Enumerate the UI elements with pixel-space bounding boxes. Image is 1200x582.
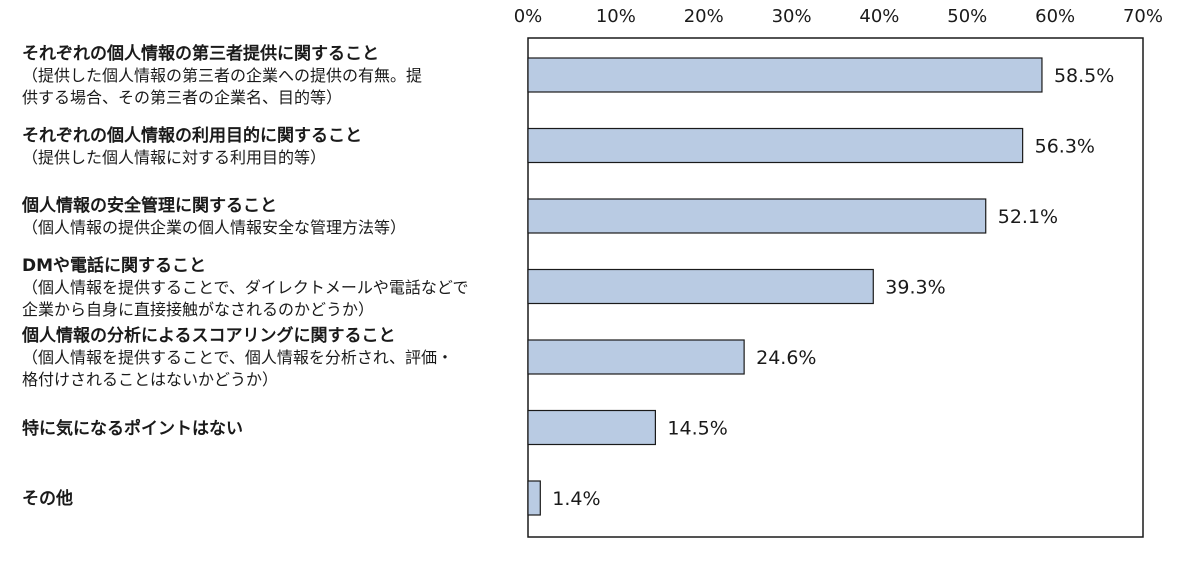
category-label: 個人情報の安全管理に関すること （個人情報の提供企業の個人情報安全な管理方法等） — [22, 195, 522, 239]
bar — [527, 268, 874, 305]
bar-value-label: 39.3% — [885, 277, 945, 299]
bar-value-label: 58.5% — [1054, 65, 1114, 87]
category-title: 特に気になるポイントはない — [22, 418, 243, 439]
x-tick-label: 30% — [772, 6, 812, 27]
bar — [527, 480, 541, 516]
category-title: 個人情報の安全管理に関すること — [22, 196, 277, 216]
category-label: その他 — [22, 488, 522, 510]
category-description: 供する場合、その第三者の企業名、目的等） — [22, 88, 343, 107]
category-label: それぞれの個人情報の利用目的に関すること （提供した個人情報に対する利用目的等） — [22, 125, 522, 169]
x-tick-label: 0% — [514, 6, 543, 27]
bar-value-label: 24.6% — [756, 347, 816, 369]
category-title: それぞれの個人情報の第三者提供に関すること — [22, 44, 379, 64]
category-description: （個人情報を提供することで、ダイレクトメールや電話などで — [22, 277, 469, 297]
category-description: 企業から自身に直接接触がなされるのかどうか） — [22, 299, 375, 319]
category-label: 個人情報の分析によるスコアリングに関すること （個人情報を提供することで、個人情報… — [22, 325, 522, 391]
category-label: DMや電話に関すること （個人情報を提供することで、ダイレクトメールや電話などで企… — [22, 255, 522, 321]
x-tick-label: 70% — [1123, 6, 1163, 27]
category-title: 個人情報の分析によるスコアリングに関すること — [22, 326, 396, 346]
category-description: （個人情報を提供することで、個人情報を分析され、評価・ — [22, 348, 454, 367]
bar-value-label: 14.5% — [667, 418, 727, 440]
x-tick-label: 20% — [684, 6, 724, 27]
bar — [527, 198, 987, 234]
category-title: DMや電話に関すること — [22, 255, 207, 276]
x-tick-label: 50% — [947, 6, 987, 27]
category-title: それぞれの個人情報の利用目的に関すること — [22, 125, 362, 146]
bar — [527, 127, 1024, 164]
bar-value-label: 56.3% — [1035, 136, 1095, 158]
category-label: それぞれの個人情報の第三者提供に関すること （提供した個人情報の第三者の企業への提… — [22, 43, 522, 109]
category-description: （個人情報の提供企業の個人情報安全な管理方法等） — [22, 218, 407, 237]
bar — [527, 339, 745, 375]
bar-value-label: 52.1% — [998, 206, 1058, 228]
category-title: その他 — [22, 489, 73, 509]
category-description: 格付けされることはないかどうか） — [22, 370, 279, 389]
category-label: 特に気になるポイントはない — [22, 418, 522, 440]
bar — [527, 409, 656, 446]
x-tick-label: 40% — [859, 6, 899, 27]
category-description: （提供した個人情報に対する利用目的等） — [22, 147, 327, 167]
category-description: （提供した個人情報の第三者の企業への提供の有無。提 — [22, 66, 423, 85]
bar — [527, 57, 1043, 93]
x-tick-label: 60% — [1035, 6, 1075, 27]
bar-value-label: 1.4% — [552, 488, 600, 510]
x-tick-label: 10% — [596, 6, 636, 27]
